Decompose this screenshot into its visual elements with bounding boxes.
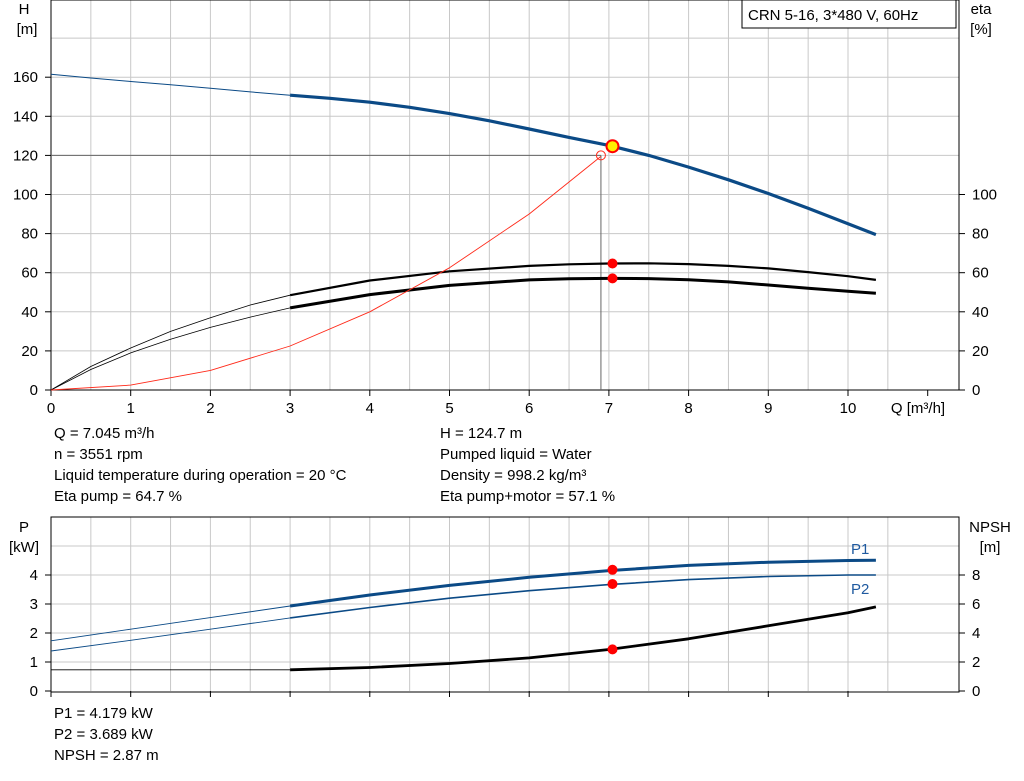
top-right-axis-label-unit: [%] [970, 21, 992, 38]
x-axis-label: Q [m³/h] [891, 400, 945, 417]
x-tick-label: 1 [127, 400, 135, 417]
curve-H-extrapolated [50, 73, 291, 96]
info-liquid-temperature: Liquid temperature during operation = 20… [54, 467, 347, 484]
right-y-tick-label: 80 [972, 226, 989, 243]
left-y-tick-label: 3 [30, 596, 38, 613]
series-label-p2: P2 [851, 581, 869, 598]
power-duty-marker [607, 644, 618, 655]
info-head: H = 124.7 m [440, 425, 523, 442]
left-y-tick-label: 80 [21, 226, 38, 243]
right-y-tick-label: 60 [972, 265, 989, 282]
curve-eta_total-extrapolated [50, 307, 291, 391]
eta-duty-marker [607, 258, 618, 269]
info-density: Density = 998.2 kg/m³ [440, 467, 587, 484]
left-y-tick-label: 40 [21, 304, 38, 321]
top-chart-grid [51, 0, 959, 390]
operating-point-marker [605, 139, 620, 154]
x-tick-label: 10 [840, 400, 857, 417]
right-y-tick-label: 0 [972, 382, 980, 399]
top-right-axis-label-symbol: eta [971, 1, 993, 18]
info-eta-pump-motor: Eta pump+motor = 57.1 % [440, 488, 616, 505]
bottom-chart-curves [50, 558, 877, 672]
info-eta-pump: Eta pump = 64.7 % [54, 488, 182, 505]
info-npsh: NPSH = 2.87 m [54, 747, 159, 764]
x-tick-label: 6 [525, 400, 533, 417]
curve-P1 [289, 558, 876, 608]
info-p2: P2 = 3.689 kW [54, 726, 153, 743]
right-y-tick-label: 20 [972, 343, 989, 360]
left-y-tick-label: 0 [30, 382, 38, 399]
info-upper-right: H = 124.7 m Pumped liquid = Water Densit… [440, 423, 615, 507]
curve-P2 [289, 574, 876, 619]
info-upper-left: Q = 7.045 m³/h n = 3551 rpm Liquid tempe… [54, 423, 346, 507]
curve-eta_pump [289, 262, 877, 297]
x-tick-label: 5 [445, 400, 453, 417]
bottom-chart-grid [51, 517, 959, 691]
right-y-tick-label: 4 [972, 625, 980, 642]
info-lower: P1 = 4.179 kW P2 = 3.689 kW NPSH = 2.87 … [54, 703, 159, 766]
left-y-tick-label: 60 [21, 265, 38, 282]
left-y-tick-label: 2 [30, 625, 38, 642]
top-chart-curves [50, 73, 877, 391]
power-duty-marker [607, 564, 618, 575]
power-duty-marker [607, 579, 618, 590]
top-left-axis-label-unit: [m] [17, 21, 38, 38]
info-pumped-liquid: Pumped liquid = Water [440, 446, 592, 463]
series-label-p1: P1 [851, 541, 869, 558]
title-box [741, 0, 957, 29]
curve-NPSH [290, 605, 877, 672]
curve-H [289, 93, 877, 237]
x-tick-label: 3 [286, 400, 294, 417]
title-box-text: CRN 5-16, 3*480 V, 60Hz [748, 7, 918, 24]
left-y-tick-label: 0 [30, 683, 38, 700]
left-y-tick-label: 140 [13, 108, 38, 125]
curve-eta_pump-extrapolated [50, 294, 291, 391]
left-y-tick-label: 120 [13, 147, 38, 164]
bottom-left-axis-label-unit: [kW] [9, 539, 39, 556]
info-flow: Q = 7.045 m³/h [54, 425, 155, 442]
left-y-tick-label: 4 [30, 567, 38, 584]
x-tick-label: 9 [764, 400, 772, 417]
setpoint-marker [595, 150, 606, 161]
curve-P1-extrapolated [50, 605, 291, 642]
left-y-tick-label: 1 [30, 654, 38, 671]
right-y-tick-label: 2 [972, 654, 980, 671]
eta-duty-marker [607, 273, 618, 284]
left-y-tick-label: 20 [21, 343, 38, 360]
right-y-tick-label: 100 [972, 187, 997, 204]
right-y-tick-label: 6 [972, 596, 980, 613]
x-tick-label: 7 [605, 400, 613, 417]
curve-P2-extrapolated [50, 617, 291, 652]
x-tick-label: 0 [47, 400, 55, 417]
curve-eta_total [289, 276, 877, 310]
x-tick-label: 4 [366, 400, 374, 417]
bottom-right-axis-label-unit: [m] [980, 539, 1001, 556]
bottom-chart-ticks: 0 1 2 3 4 0 2 4 6 8 [30, 567, 981, 700]
info-p1: P1 = 4.179 kW [54, 705, 153, 722]
top-left-axis-label-symbol: H [19, 1, 30, 18]
right-y-tick-label: 8 [972, 567, 980, 584]
x-tick-label: 2 [206, 400, 214, 417]
bottom-left-axis-label-symbol: P [19, 519, 29, 536]
info-speed: n = 3551 rpm [54, 446, 143, 463]
left-y-tick-label: 160 [13, 69, 38, 86]
curve-system [50, 156, 602, 391]
left-y-tick-label: 100 [13, 187, 38, 204]
right-y-tick-label: 40 [972, 304, 989, 321]
x-tick-label: 8 [684, 400, 692, 417]
top-chart-ticks: 0 1 2 3 4 5 6 7 8 9 100204060801001201401600204060… [13, 69, 997, 417]
right-y-tick-label: 0 [972, 683, 980, 700]
bottom-right-axis-label-symbol: NPSH [969, 519, 1011, 536]
